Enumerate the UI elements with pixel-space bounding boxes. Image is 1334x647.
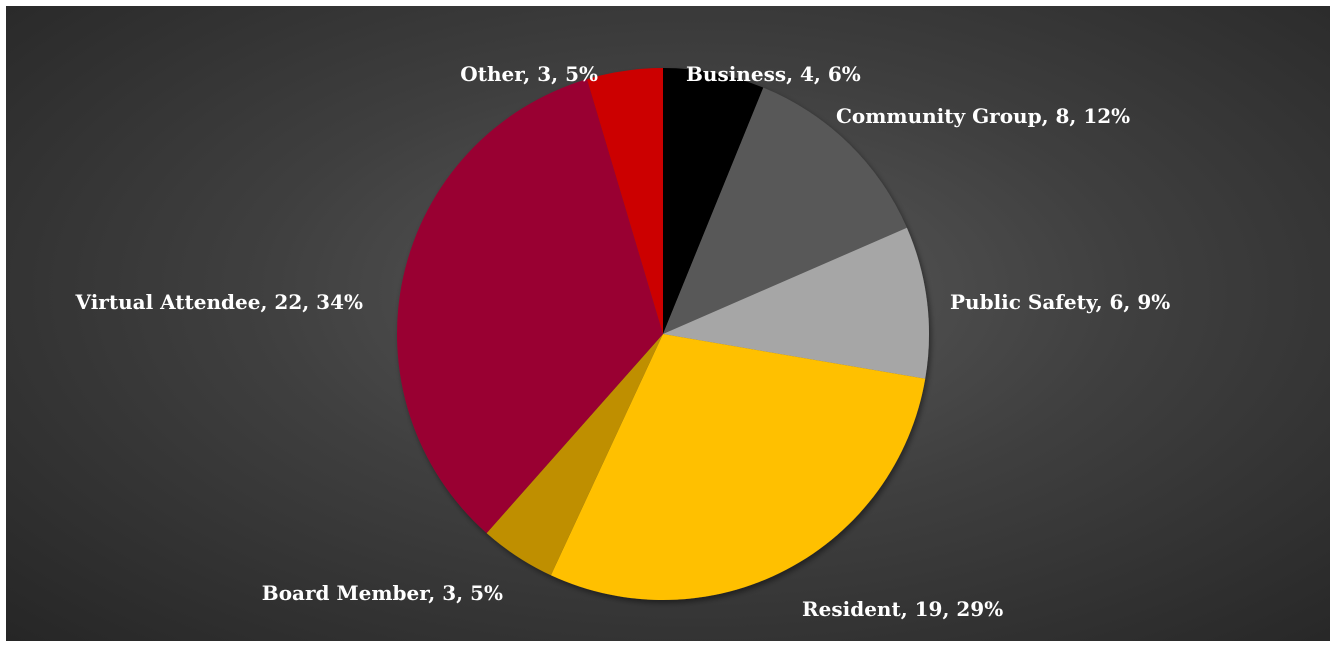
data-label-resident: Resident, 19, 29%	[802, 597, 1003, 621]
pie-slice-board-member	[486, 334, 663, 576]
pie-slice-virtual-attendee	[397, 79, 663, 534]
data-label-board-member: Board Member, 3, 5%	[262, 581, 503, 605]
data-label-community-group: Community Group, 8, 12%	[836, 104, 1130, 128]
data-label-business: Business, 4, 6%	[686, 62, 861, 86]
chart-area: Business, 4, 6% Community Group, 8, 12% Pu…	[6, 6, 1330, 641]
pie-slice-business	[663, 68, 764, 334]
data-label-other: Other, 3, 5%	[460, 62, 598, 86]
data-labels: Business, 4, 6% Community Group, 8, 12% Pu…	[75, 62, 1171, 621]
pie-slice-community-group	[663, 87, 907, 334]
pie-slice-resident	[550, 334, 926, 600]
pie-slice-public-safety	[663, 227, 929, 379]
pie-slice-other	[586, 68, 663, 334]
pie-slices	[397, 68, 929, 600]
data-label-public-safety: Public Safety, 6, 9%	[950, 290, 1170, 314]
pie-chart: Business, 4, 6% Community Group, 8, 12% Pu…	[75, 62, 1171, 621]
data-label-virtual-attendee: Virtual Attendee, 22, 34%	[75, 290, 363, 314]
